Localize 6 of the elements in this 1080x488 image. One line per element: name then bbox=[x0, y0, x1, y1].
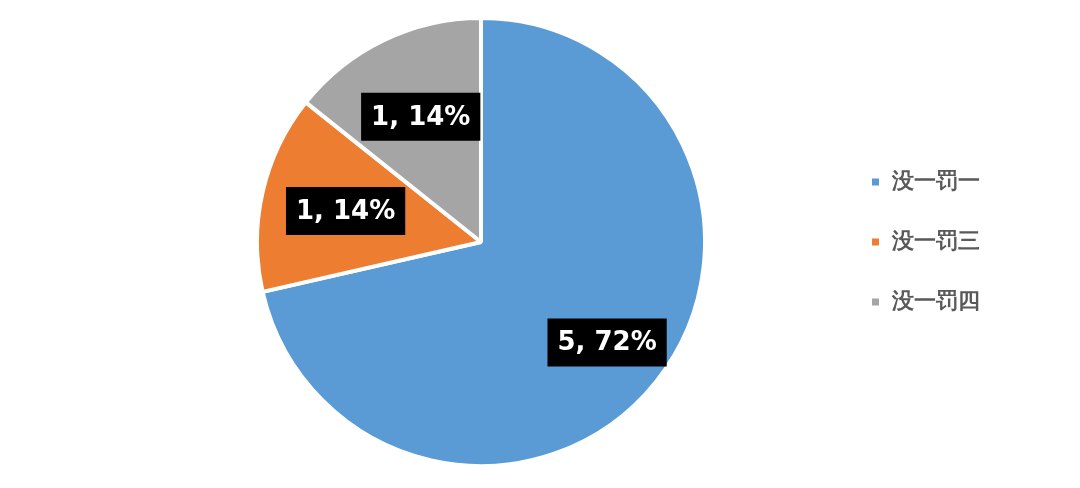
legend-label: 没一罚三 bbox=[891, 227, 980, 253]
data-label: 1, 14% bbox=[295, 194, 396, 225]
data-label: 5, 72% bbox=[557, 326, 657, 357]
legend-label: 没一罚一 bbox=[891, 167, 980, 193]
legend-label: 没一罚四 bbox=[891, 287, 980, 313]
data-label: 1, 14% bbox=[371, 100, 471, 131]
